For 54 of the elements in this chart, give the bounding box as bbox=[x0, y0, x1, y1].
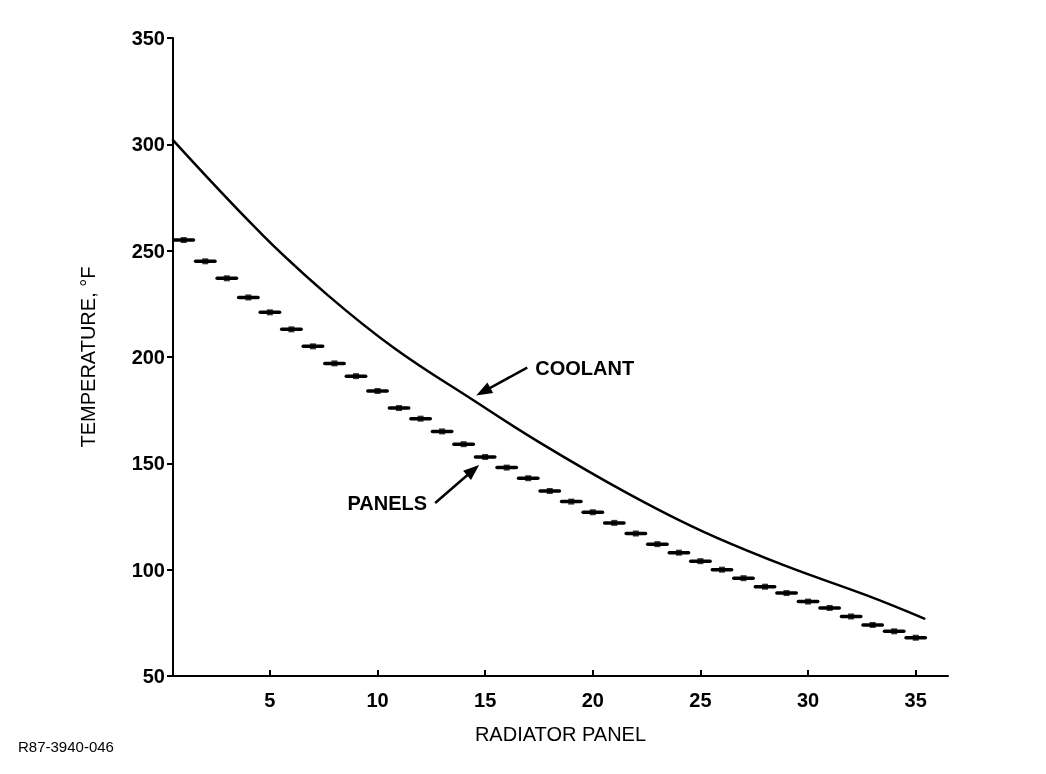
y-tick-label: 250 bbox=[131, 239, 165, 262]
point bbox=[654, 541, 661, 548]
point bbox=[460, 441, 467, 448]
text: PANELS bbox=[347, 491, 428, 514]
x-tick-label: 20 bbox=[581, 689, 604, 711]
point bbox=[266, 309, 273, 316]
point bbox=[805, 598, 812, 605]
point bbox=[202, 258, 209, 265]
point bbox=[912, 634, 919, 641]
point bbox=[611, 519, 618, 526]
point bbox=[223, 275, 230, 282]
point bbox=[718, 566, 725, 573]
text: R87-3940-046 bbox=[18, 738, 114, 755]
point bbox=[309, 343, 316, 350]
point bbox=[848, 613, 855, 620]
y-tick-label: 350 bbox=[131, 27, 165, 49]
x-tick-label: 30 bbox=[796, 689, 820, 711]
point bbox=[374, 388, 381, 395]
legend-label: COOLANT bbox=[535, 356, 635, 379]
point bbox=[288, 326, 295, 333]
y-tick-label: 300 bbox=[131, 133, 165, 156]
x-tick-label: 25 bbox=[689, 689, 712, 711]
point bbox=[632, 530, 639, 537]
point bbox=[352, 373, 359, 380]
point bbox=[417, 415, 424, 422]
point bbox=[783, 590, 790, 597]
x-axis-title: RADIATOR PANEL bbox=[474, 723, 647, 745]
y-tick-label: 200 bbox=[131, 346, 165, 368]
point bbox=[331, 360, 338, 367]
point bbox=[675, 549, 682, 556]
x-tick-label: 10 bbox=[366, 689, 389, 711]
point bbox=[869, 621, 876, 628]
point bbox=[439, 428, 446, 435]
point bbox=[740, 575, 747, 582]
point bbox=[525, 475, 532, 482]
y-axis-title: TEMPERATURE, °F bbox=[77, 266, 99, 448]
point bbox=[396, 405, 403, 412]
point bbox=[568, 498, 575, 505]
point bbox=[826, 604, 833, 611]
point bbox=[891, 628, 898, 635]
point bbox=[697, 558, 704, 565]
point bbox=[589, 509, 596, 516]
x-tick-label: 5 bbox=[264, 689, 276, 711]
y-tick-label: 150 bbox=[131, 452, 165, 475]
point bbox=[482, 453, 489, 460]
point bbox=[546, 487, 553, 494]
point bbox=[245, 294, 252, 301]
y-tick-label: 100 bbox=[131, 558, 165, 581]
x-tick-label: 15 bbox=[474, 689, 497, 711]
x-tick-label: 35 bbox=[904, 689, 927, 711]
point bbox=[503, 464, 510, 471]
point bbox=[180, 237, 187, 244]
point bbox=[762, 583, 769, 590]
y-tick-label: 50 bbox=[142, 665, 165, 687]
